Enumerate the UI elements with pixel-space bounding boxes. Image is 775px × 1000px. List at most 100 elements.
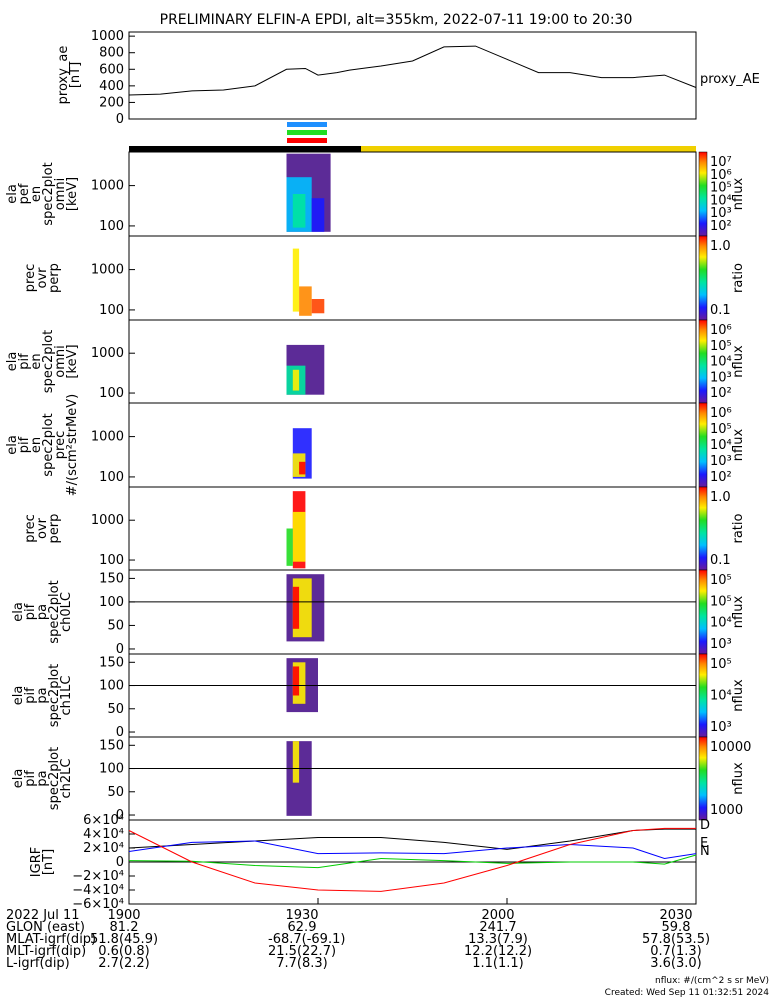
spectrogram-ylabel: ch0LC bbox=[59, 592, 74, 632]
orbit-row-label: 2022 Jul 11 bbox=[6, 908, 80, 923]
colorbar-tick-label: 10³ bbox=[710, 720, 732, 735]
spectrogram-ylabel: [keV] bbox=[65, 177, 80, 211]
spectrogram-tick-label: 0 bbox=[116, 642, 124, 657]
colorbar-tick-label: 1.0 bbox=[710, 490, 731, 505]
colorbar-tick-label: 10⁶ bbox=[710, 323, 732, 338]
spectrogram-ylabel: ela bbox=[5, 435, 20, 455]
colorbar-tick-label: 10³ bbox=[710, 206, 732, 221]
igrf-tick-label: −6×10⁴ bbox=[72, 897, 124, 912]
spectrogram-tick-label: 0 bbox=[116, 808, 124, 823]
spectrogram-frame bbox=[128, 569, 697, 655]
igrf-legend-label: D bbox=[700, 818, 710, 833]
orbit-row-value: 2.7(2.2) bbox=[98, 956, 150, 971]
spectrogram-ylabel: pa bbox=[35, 604, 50, 620]
spectrogram-ylabel: pif bbox=[17, 353, 32, 370]
spectrogram-tick-label: 100 bbox=[99, 595, 124, 610]
colorbar bbox=[698, 569, 708, 655]
colorbar-label: nflux bbox=[731, 679, 746, 712]
spectrogram-cell bbox=[292, 511, 306, 562]
colorbar-tick-label: 10⁴ bbox=[710, 689, 732, 704]
colorbar-label: ratio bbox=[731, 263, 746, 293]
science-zone-blue-bar bbox=[287, 122, 327, 127]
igrf-tick-label: −4×10⁴ bbox=[72, 883, 124, 898]
colorbar-tick-label: 10⁴ bbox=[710, 193, 732, 208]
spectrogram-frame bbox=[128, 235, 697, 321]
colorbar-tick-label: 10³ bbox=[710, 637, 732, 652]
spectrogram-ylabel: prec bbox=[23, 514, 38, 542]
orbit-row-value: 81.2 bbox=[109, 920, 139, 935]
colorbar-label: ratio bbox=[731, 513, 746, 543]
spectrogram-tick-label: 100 bbox=[99, 219, 124, 234]
orbit-row-value: 12.2(12.2) bbox=[464, 944, 533, 959]
plot-title: PRELIMINARY ELFIN-A EPDI, alt=355km, 202… bbox=[160, 12, 633, 28]
orbit-row-value: 0.6(0.8) bbox=[98, 944, 150, 959]
colorbar-tick-label: 10⁶ bbox=[710, 406, 732, 421]
orbit-row-value: 21.5(22.7) bbox=[268, 944, 337, 959]
igrf-series-line bbox=[128, 840, 697, 860]
spectrogram-frame bbox=[128, 653, 697, 738]
orbit-row-value: 13.3(7.9) bbox=[468, 932, 528, 947]
colorbar-tick-label: 10000 bbox=[710, 740, 751, 755]
ae-series-line bbox=[128, 45, 697, 96]
colorbar-tick-label: 10⁷ bbox=[710, 155, 732, 170]
spectrogram-tick-label: 100 bbox=[99, 679, 124, 694]
colorbar bbox=[698, 486, 708, 571]
spectrogram-panels: 1000100elapefenspec2plotomni[keV]10⁷10⁶1… bbox=[5, 151, 751, 823]
spectrogram-cell bbox=[286, 741, 312, 816]
spectrogram-ylabel: prec bbox=[23, 264, 38, 292]
igrf-legend-label: E bbox=[700, 836, 708, 851]
ae-tick-label: 0 bbox=[116, 112, 124, 127]
orbit-row-value: 57.8(53.5) bbox=[642, 932, 711, 947]
spectrogram-tick-label: 1000 bbox=[91, 513, 124, 528]
spectrogram-ylabel: [keV] bbox=[65, 344, 80, 378]
colorbar-tick-label: 0.1 bbox=[710, 303, 731, 318]
spectrogram-ylabel: spec2plot bbox=[41, 413, 56, 476]
spectrogram-ylabel: spec2plot bbox=[47, 664, 62, 727]
spectrogram-frame bbox=[128, 486, 697, 571]
spectrogram-tick-label: 0 bbox=[116, 725, 124, 740]
eclipse-sunlit-bar bbox=[361, 146, 696, 152]
colorbar-tick-label: 10⁵ bbox=[710, 573, 732, 588]
igrf-tick-label: 4×10⁴ bbox=[83, 827, 124, 842]
spectrogram-tick-label: 150 bbox=[99, 738, 124, 753]
orbit-row-value: 2000 bbox=[481, 908, 515, 923]
igrf-series-line bbox=[128, 827, 696, 892]
colorbar-tick-label: 10⁴ bbox=[710, 616, 732, 631]
science-zone-green-bar bbox=[287, 130, 327, 135]
colorbar-tick-label: 10⁶ bbox=[710, 168, 732, 183]
spectrogram-tick-label: 100 bbox=[99, 470, 124, 485]
spectrogram-tick-label: 50 bbox=[107, 702, 124, 717]
ae-ylabel: proxy_ae bbox=[56, 46, 71, 105]
orbit-row-value: 2030 bbox=[659, 908, 693, 923]
colorbar bbox=[698, 319, 708, 404]
igrf-ylabel: [nT] bbox=[41, 849, 56, 875]
colorbar-tick-label: 10⁵ bbox=[710, 657, 732, 672]
ae-tick-label: 400 bbox=[99, 79, 124, 94]
colorbar-tick-label: 10³ bbox=[710, 454, 732, 469]
spectrogram-ylabel: pa bbox=[35, 687, 50, 703]
spectrogram-ylabel: prec bbox=[53, 431, 68, 459]
spectrogram-ylabel: spec2plot bbox=[41, 330, 56, 393]
colorbar-tick-label: 10⁴ bbox=[710, 355, 732, 370]
orbit-row-value: 241.7 bbox=[479, 920, 517, 935]
spectrogram-ylabel: spec2plot bbox=[41, 162, 56, 225]
colorbar-tick-label: 1000 bbox=[710, 803, 743, 818]
spectrogram-tick-label: 50 bbox=[107, 618, 124, 633]
spectrogram-ylabel: #/(scm²strMeV) bbox=[65, 394, 80, 497]
orbit-row-value: 3.6(3.0) bbox=[650, 956, 702, 971]
eclipse-shadow-bar bbox=[129, 146, 361, 152]
orbit-row-value: 7.7(8.3) bbox=[276, 956, 328, 971]
spectrogram-tick-label: 1000 bbox=[91, 179, 124, 194]
spectrogram-ylabel: pa bbox=[35, 770, 50, 786]
orbit-row-label: MLT-igrf(dip) bbox=[6, 944, 87, 959]
spectrogram-cell bbox=[292, 248, 300, 312]
ae-tick-label: 800 bbox=[99, 46, 124, 61]
igrf-tick-label: −2×10⁴ bbox=[72, 869, 124, 884]
spectrogram-ylabel: ovr bbox=[35, 267, 50, 289]
spectrogram-cell bbox=[311, 198, 325, 232]
spectrogram-ylabel: ela bbox=[5, 184, 20, 204]
spectrogram-ylabel: en bbox=[29, 353, 44, 369]
